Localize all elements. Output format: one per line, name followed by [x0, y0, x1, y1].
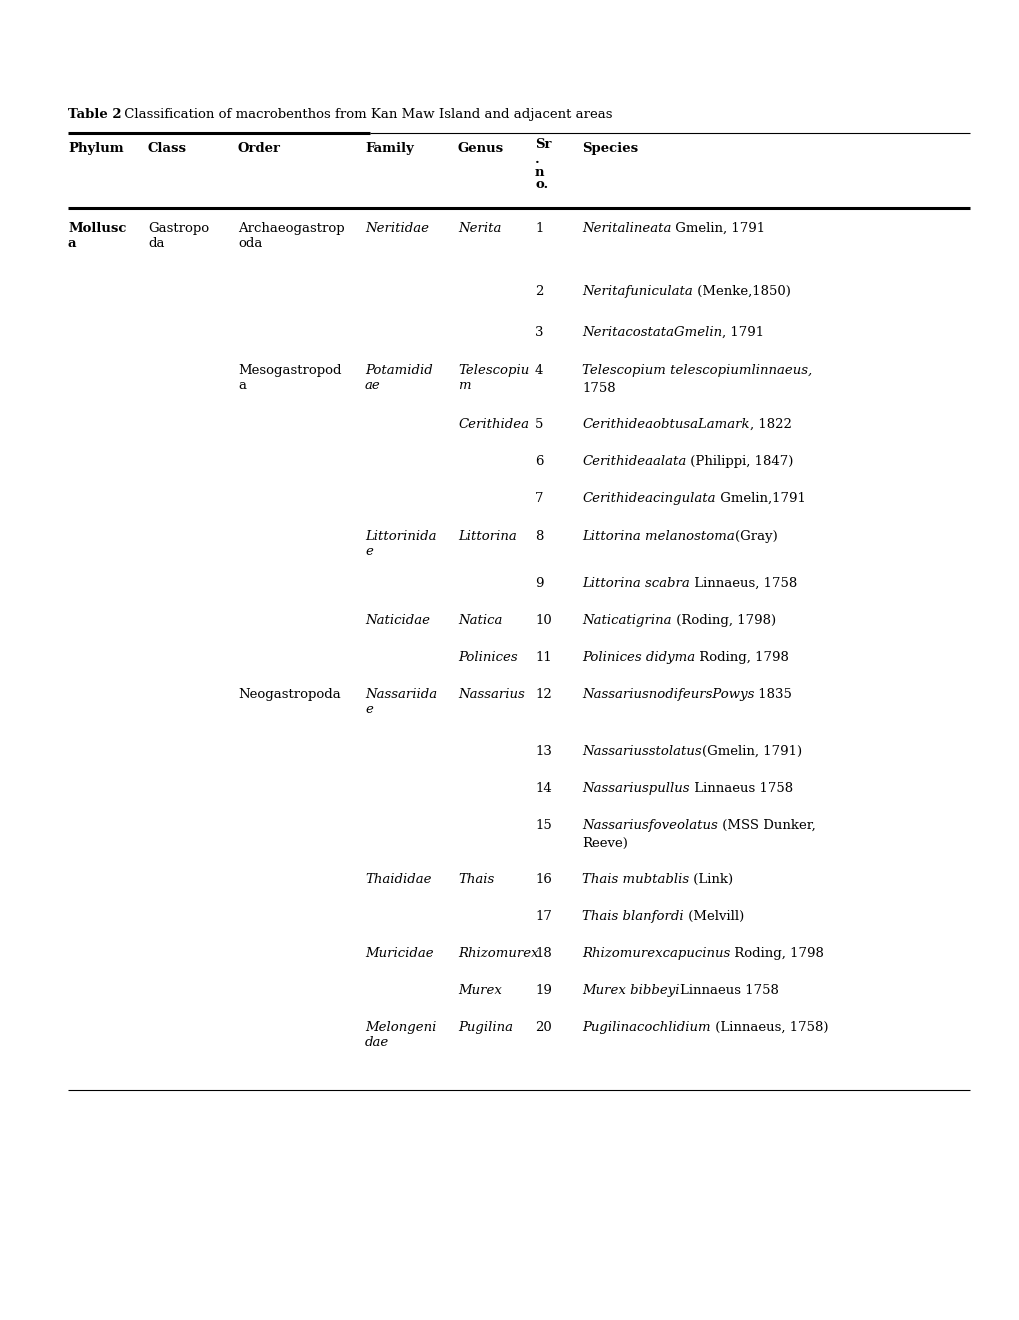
- Text: (Melvill): (Melvill): [683, 909, 743, 923]
- Text: Phylum: Phylum: [68, 143, 123, 154]
- Text: Roding, 1798: Roding, 1798: [694, 651, 789, 664]
- Text: Mesogastropod
a: Mesogastropod a: [237, 364, 341, 392]
- Text: Neritalineata: Neritalineata: [582, 222, 671, 235]
- Text: 18: 18: [535, 946, 551, 960]
- Text: Pugilina: Pugilina: [458, 1020, 513, 1034]
- Text: 5: 5: [535, 418, 543, 432]
- Text: 13: 13: [535, 744, 551, 758]
- Text: 15: 15: [535, 818, 551, 832]
- Text: Cerithideaalata: Cerithideaalata: [582, 455, 686, 469]
- Text: 1758: 1758: [582, 381, 615, 395]
- Text: 12: 12: [535, 688, 551, 701]
- Text: Melongeni
dae: Melongeni dae: [365, 1020, 436, 1049]
- Text: Neritidae: Neritidae: [365, 222, 429, 235]
- Text: 8: 8: [535, 531, 543, 543]
- Text: Muricidae: Muricidae: [365, 946, 433, 960]
- Text: Cerithidea: Cerithidea: [458, 418, 529, 432]
- Text: Sr: Sr: [535, 139, 551, 150]
- Text: Thais blanfordi: Thais blanfordi: [582, 909, 683, 923]
- Text: 1835: 1835: [754, 688, 792, 701]
- Text: NeritacostataGmelin: NeritacostataGmelin: [582, 326, 721, 339]
- Text: Gmelin,1791: Gmelin,1791: [714, 492, 805, 506]
- Text: Littorina: Littorina: [458, 531, 517, 543]
- Text: Classification of macrobenthos from Kan Maw Island and adjacent areas: Classification of macrobenthos from Kan …: [120, 108, 611, 121]
- Text: n: n: [535, 166, 544, 180]
- Text: , 1822: , 1822: [749, 418, 791, 432]
- Text: 17: 17: [535, 909, 551, 923]
- Text: Gastropo
da: Gastropo da: [148, 222, 209, 249]
- Text: .: .: [535, 153, 539, 166]
- Text: Thais mubtablis: Thais mubtablis: [582, 873, 689, 886]
- Text: Mollusc
a: Mollusc a: [68, 222, 126, 249]
- Text: Reeve): Reeve): [582, 837, 628, 850]
- Text: 6: 6: [535, 455, 543, 469]
- Text: 9: 9: [535, 577, 543, 590]
- Text: Linnaeus 1758: Linnaeus 1758: [689, 781, 792, 795]
- Text: Murex bibbeyi: Murex bibbeyi: [582, 983, 679, 997]
- Text: NassariusnodifeursPowys: NassariusnodifeursPowys: [582, 688, 754, 701]
- Text: 11: 11: [535, 651, 551, 664]
- Text: , 1791: , 1791: [721, 326, 763, 339]
- Text: Telescopiu
m: Telescopiu m: [458, 364, 529, 392]
- Text: Pugilinacochlidium: Pugilinacochlidium: [582, 1020, 710, 1034]
- Text: Species: Species: [582, 143, 638, 154]
- Text: Nassarius: Nassarius: [458, 688, 524, 701]
- Text: Nassariusstolatus: Nassariusstolatus: [582, 744, 701, 758]
- Text: 10: 10: [535, 614, 551, 627]
- Text: Gmelin, 1791: Gmelin, 1791: [671, 222, 764, 235]
- Text: (Philippi, 1847): (Philippi, 1847): [686, 455, 793, 469]
- Text: 1: 1: [535, 222, 543, 235]
- Text: o.: o.: [535, 178, 548, 191]
- Text: (Menke,1850): (Menke,1850): [692, 285, 790, 298]
- Text: Rhizomurex: Rhizomurex: [458, 946, 538, 960]
- Text: 14: 14: [535, 781, 551, 795]
- Text: Murex: Murex: [458, 983, 501, 997]
- Text: (Link): (Link): [689, 873, 733, 886]
- Text: (MSS Dunker,: (MSS Dunker,: [717, 818, 815, 832]
- Text: Rhizomurexcapucinus: Rhizomurexcapucinus: [582, 946, 730, 960]
- Text: Littorinida
e: Littorinida e: [365, 531, 436, 558]
- Text: Neritafuniculata: Neritafuniculata: [582, 285, 692, 298]
- Text: (Roding, 1798): (Roding, 1798): [671, 614, 774, 627]
- Text: Potamidid
ae: Potamidid ae: [365, 364, 432, 392]
- Text: Littorina melanostoma: Littorina melanostoma: [582, 531, 734, 543]
- Text: Thais: Thais: [458, 873, 494, 886]
- Text: Polinices: Polinices: [458, 651, 517, 664]
- Text: Naticidae: Naticidae: [365, 614, 430, 627]
- Text: Table 2: Table 2: [68, 108, 121, 121]
- Text: 19: 19: [535, 983, 551, 997]
- Text: Nassariusfoveolatus: Nassariusfoveolatus: [582, 818, 717, 832]
- Text: 3: 3: [535, 326, 543, 339]
- Text: Class: Class: [148, 143, 186, 154]
- Text: 2: 2: [535, 285, 543, 298]
- Text: Order: Order: [237, 143, 280, 154]
- Text: (Linnaeus, 1758): (Linnaeus, 1758): [710, 1020, 827, 1034]
- Text: CerithideaobtusaLamark: CerithideaobtusaLamark: [582, 418, 749, 432]
- Text: Roding, 1798: Roding, 1798: [730, 946, 823, 960]
- Text: Neogastropoda: Neogastropoda: [237, 688, 340, 701]
- Text: (Gray): (Gray): [734, 531, 776, 543]
- Text: Nerita: Nerita: [458, 222, 501, 235]
- Text: Nassariida
e: Nassariida e: [365, 688, 437, 715]
- Text: Telescopium telescopiumlinnaeus,: Telescopium telescopiumlinnaeus,: [582, 364, 811, 378]
- Text: 7: 7: [535, 492, 543, 506]
- Text: Polinices didyma: Polinices didyma: [582, 651, 694, 664]
- Text: 20: 20: [535, 1020, 551, 1034]
- Text: Naticatigrina: Naticatigrina: [582, 614, 671, 627]
- Text: Natica: Natica: [458, 614, 502, 627]
- Text: Nassariuspullus: Nassariuspullus: [582, 781, 689, 795]
- Text: Linnaeus, 1758: Linnaeus, 1758: [689, 577, 796, 590]
- Text: 16: 16: [535, 873, 551, 886]
- Text: (Gmelin, 1791): (Gmelin, 1791): [701, 744, 801, 758]
- Text: Linnaeus 1758: Linnaeus 1758: [679, 983, 777, 997]
- Text: Cerithideacingulata: Cerithideacingulata: [582, 492, 714, 506]
- Text: Littorina scabra: Littorina scabra: [582, 577, 689, 590]
- Text: Thaididae: Thaididae: [365, 873, 431, 886]
- Text: Archaeogastrop
oda: Archaeogastrop oda: [237, 222, 344, 249]
- Text: Family: Family: [365, 143, 414, 154]
- Text: 4: 4: [535, 364, 543, 378]
- Text: Genus: Genus: [458, 143, 503, 154]
